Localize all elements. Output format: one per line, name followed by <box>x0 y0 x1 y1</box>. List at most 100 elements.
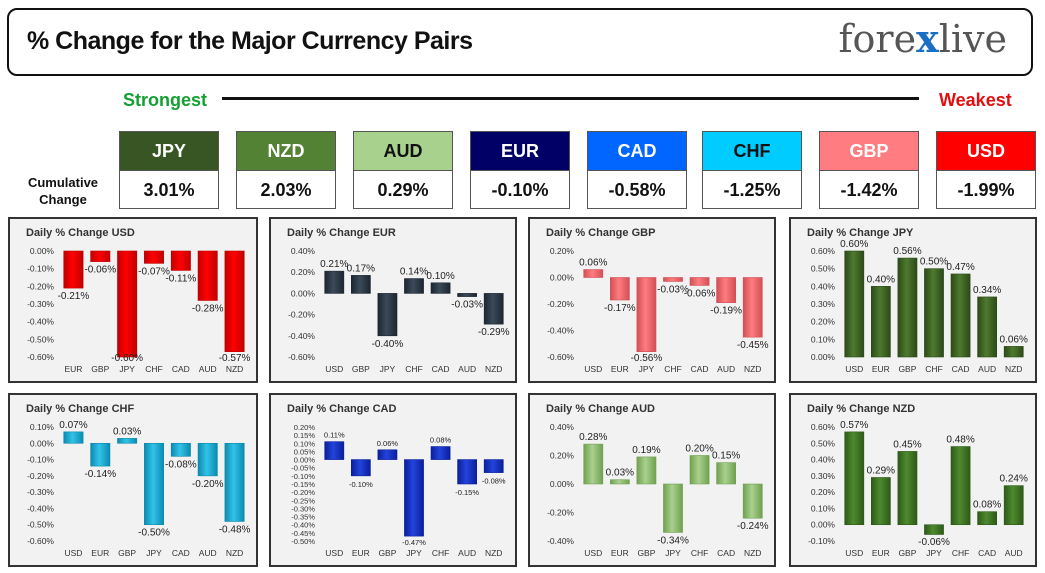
y-tick-label: -0.20% <box>27 281 54 291</box>
value-label: 0.56% <box>893 246 921 257</box>
y-tick-label: 0.60% <box>811 422 836 432</box>
x-category-label: NZD <box>485 364 502 374</box>
chart-panel-6: Daily % Change CAD 0.20% 0.15% 0.10% 0.05% 0.… <box>269 393 517 567</box>
y-tick-label: -0.10% <box>27 455 54 465</box>
y-tick-label: 0.10% <box>811 503 836 513</box>
y-tick-label: -0.40% <box>27 317 54 327</box>
bar-chart: Daily % Change EUR 0.40% 0.20% 0.00% -0.20% -… <box>287 227 510 374</box>
currency-box-usd: USD -1.99% <box>936 131 1036 209</box>
value-label: 0.03% <box>113 426 141 437</box>
currency-code: NZD <box>237 132 335 171</box>
y-tick-label: 0.40% <box>811 455 836 465</box>
value-label: 0.47% <box>946 262 974 273</box>
bar <box>742 483 763 519</box>
value-label: 0.21% <box>320 259 348 270</box>
value-label: -0.48% <box>219 524 251 535</box>
x-category-label: NZD <box>485 548 502 558</box>
value-label: 0.40% <box>867 274 895 285</box>
y-tick-label: 0.40% <box>291 246 316 256</box>
cumulative-value: -1.42% <box>840 180 898 200</box>
value-label: 0.28% <box>579 432 607 443</box>
bar <box>377 293 398 337</box>
y-tick-label: 0.00% <box>550 479 575 489</box>
currency-code: CHF <box>703 132 801 171</box>
x-category-label: AUD <box>978 364 996 374</box>
currency-box-jpy: JPY 3.01% <box>119 131 219 209</box>
bar <box>977 296 998 358</box>
x-category-label: GBP <box>898 548 916 558</box>
x-category-label: GBP <box>637 548 655 558</box>
x-category-label: CAD <box>952 364 970 374</box>
bar <box>950 273 971 358</box>
bar <box>897 451 918 526</box>
x-category-label: NZD <box>744 548 761 558</box>
x-category-label: NZD <box>1005 364 1022 374</box>
chart-title: Daily % Change CHF <box>26 403 134 415</box>
value-label: 0.08% <box>430 436 452 445</box>
chart-title: Daily % Change EUR <box>287 227 396 239</box>
bar <box>197 250 218 301</box>
chart-panel-1: Daily % Change USD 0.00% -0.10% -0.20% -0.30… <box>8 217 258 383</box>
x-category-label: GBP <box>91 364 109 374</box>
y-tick-label: 0.00% <box>811 520 836 530</box>
y-tick-label: -0.25% <box>291 496 315 505</box>
value-label: -0.34% <box>657 535 689 546</box>
value-label: -0.20% <box>192 479 224 490</box>
currency-box-aud: AUD 0.29% <box>353 131 453 209</box>
value-label: -0.08% <box>482 477 506 486</box>
bar <box>924 524 944 535</box>
bar <box>663 277 683 282</box>
x-category-label: JPY <box>380 364 396 374</box>
x-category-label: USD <box>845 548 863 558</box>
x-category-label: EUR <box>872 364 890 374</box>
y-tick-label: -0.50% <box>291 537 315 546</box>
value-label: -0.47% <box>402 538 426 547</box>
y-tick-label: -0.40% <box>288 331 315 341</box>
bar <box>224 250 245 352</box>
bar <box>90 442 111 467</box>
bar <box>870 286 891 358</box>
value-label: -0.03% <box>657 284 689 295</box>
cumulative-value: -0.10% <box>491 180 549 200</box>
currency-box-nzd: NZD 2.03% <box>236 131 336 209</box>
y-tick-label: 0.00% <box>550 273 575 283</box>
x-category-label: JPY <box>639 364 655 374</box>
x-category-label: USD <box>584 364 602 374</box>
bar <box>63 250 84 289</box>
value-label: -0.08% <box>165 459 197 470</box>
y-tick-label: -0.45% <box>291 529 315 538</box>
chart-title: Daily % Change USD <box>26 227 135 239</box>
value-label: -0.24% <box>737 521 769 532</box>
x-category-label: AUD <box>1005 548 1023 558</box>
bar-chart: Daily % Change NZD 0.60% 0.50% 0.40% 0.30% 0.… <box>807 403 1028 558</box>
currency-code: CAD <box>588 132 686 171</box>
x-category-label: AUD <box>199 364 217 374</box>
bar <box>716 462 737 485</box>
bar-chart: Daily % Change CHF 0.10% 0.00% -0.10% -0.20%… <box>26 403 251 558</box>
bar <box>117 250 138 358</box>
value-label: 0.29% <box>867 465 895 476</box>
x-category-label: AUD <box>717 364 735 374</box>
x-category-label: GBP <box>352 364 370 374</box>
value-label: -0.60% <box>111 353 143 364</box>
bar <box>950 446 971 526</box>
chart-title: Daily % Change NZD <box>807 403 915 415</box>
x-category-label: CHF <box>691 548 708 558</box>
x-category-label: CAD <box>432 364 450 374</box>
y-tick-label: 0.05% <box>294 447 316 456</box>
value-label: -0.21% <box>58 291 90 302</box>
bar <box>583 443 604 485</box>
value-label: -0.11% <box>165 273 196 284</box>
y-tick-label: 0.00% <box>294 456 316 465</box>
value-label: 0.50% <box>920 257 948 268</box>
x-category-label: JPY <box>119 364 135 374</box>
x-category-label: CHF <box>925 364 942 374</box>
value-label: -0.15% <box>455 488 479 497</box>
y-tick-label: 0.30% <box>811 299 836 309</box>
x-category-label: USD <box>845 364 863 374</box>
chart-panel-5: Daily % Change CHF 0.10% 0.00% -0.10% -0.20%… <box>8 393 258 567</box>
y-tick-label: -0.50% <box>27 334 54 344</box>
ranking-arrow-line <box>222 97 919 100</box>
value-label: 0.60% <box>840 239 868 250</box>
x-category-label: AUD <box>458 364 476 374</box>
